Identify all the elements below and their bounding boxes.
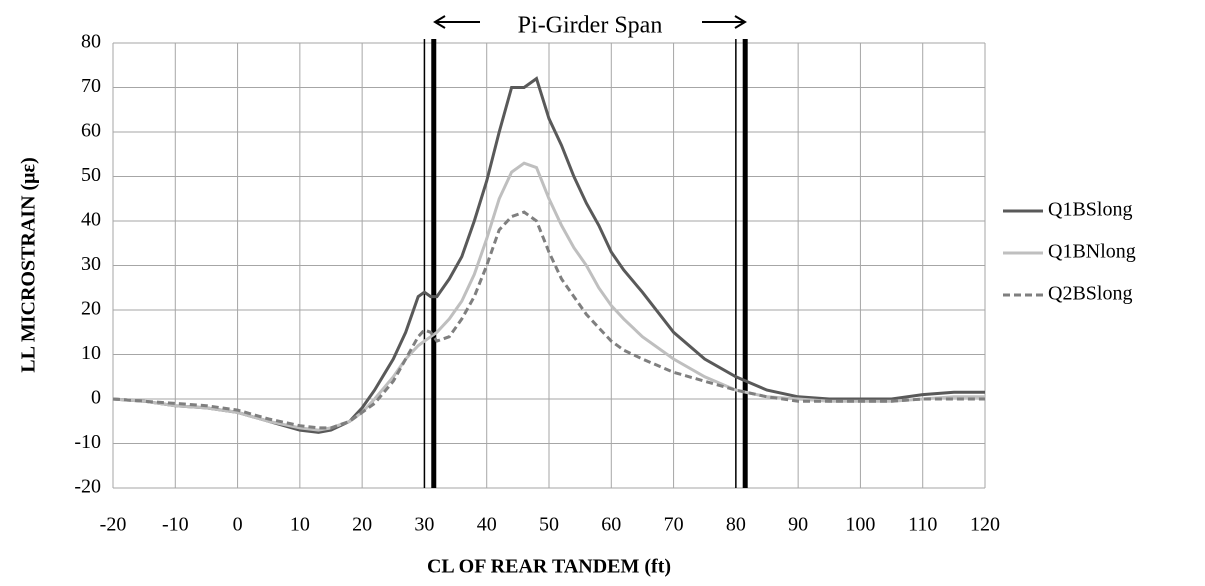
x-tick-label: 110 xyxy=(908,514,937,536)
x-tick-label: 70 xyxy=(664,514,684,536)
y-tick-label: 30 xyxy=(81,253,101,275)
x-tick-label: 120 xyxy=(970,514,1000,536)
x-tick-label: 10 xyxy=(290,514,310,536)
y-tick-label: 40 xyxy=(81,209,101,231)
y-tick-label: 80 xyxy=(81,31,101,53)
x-tick-label: 60 xyxy=(601,514,621,536)
x-axis-label: CL OF REAR TANDEM (ft) xyxy=(427,556,671,578)
span-annotation: Pi-Girder Span xyxy=(518,13,663,39)
legend-label: Q2BSlong xyxy=(1048,283,1132,305)
x-tick-label: 50 xyxy=(539,514,559,536)
y-tick-label: 50 xyxy=(81,164,101,186)
x-tick-label: 40 xyxy=(477,514,497,536)
y-tick-label: 70 xyxy=(81,75,101,97)
x-tick-label: 30 xyxy=(414,514,434,536)
x-tick-label: 100 xyxy=(845,514,875,536)
x-tick-label: 90 xyxy=(788,514,808,536)
y-axis-label: LL MICROSTRAIN (με) xyxy=(18,157,40,372)
x-tick-label: 80 xyxy=(726,514,746,536)
x-tick-label: 0 xyxy=(233,514,243,536)
legend-label: Q1BNlong xyxy=(1048,241,1136,263)
y-tick-label: 60 xyxy=(81,120,101,142)
y-tick-label: 0 xyxy=(91,387,101,409)
y-tick-label: -10 xyxy=(74,431,101,453)
series-line xyxy=(112,76,985,434)
legend-label: Q1BSlong xyxy=(1048,199,1132,221)
x-tick-label: 20 xyxy=(352,514,372,536)
y-tick-label: -20 xyxy=(74,476,101,498)
y-tick-label: 10 xyxy=(81,342,101,364)
span-arrows xyxy=(433,15,747,29)
series-line xyxy=(112,210,985,430)
x-tick-label: -20 xyxy=(100,514,127,536)
x-tick-label: -10 xyxy=(162,514,189,536)
y-tick-label: 20 xyxy=(81,298,101,320)
